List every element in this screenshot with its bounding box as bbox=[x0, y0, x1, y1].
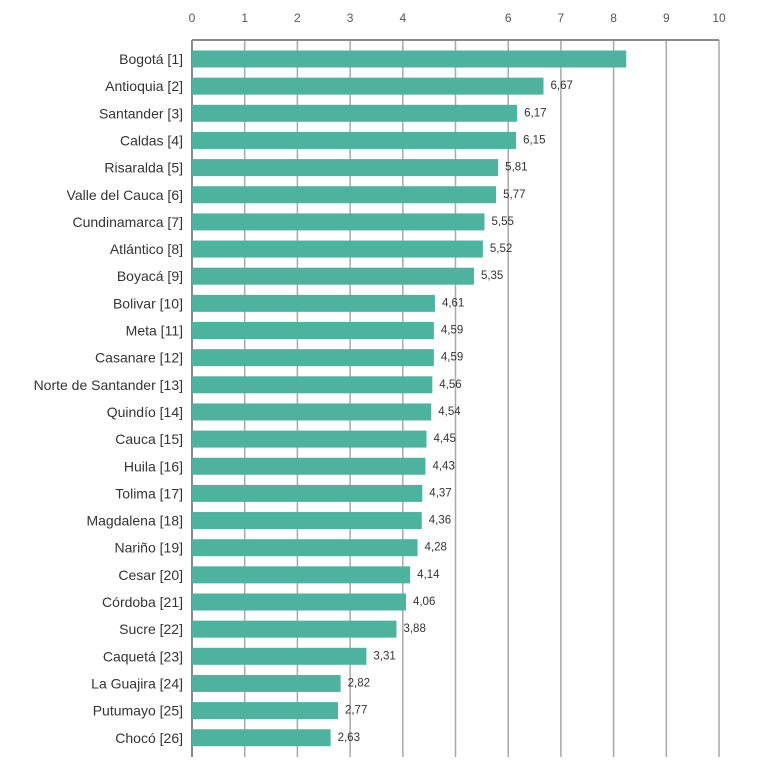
category-label: Córdoba [21] bbox=[102, 594, 183, 610]
x-tick-label: 8 bbox=[610, 11, 617, 25]
x-axis-ticks: 0 1 2 3 4 6 7 8 9 10 bbox=[189, 11, 726, 25]
category-label: Santander [3] bbox=[99, 105, 183, 121]
category-label: Norte de Santander [13] bbox=[34, 377, 183, 393]
data-label: 2,82 bbox=[348, 677, 370, 689]
bar bbox=[192, 674, 341, 692]
category-label: Putumayo [25] bbox=[93, 703, 183, 719]
data-label: 5,52 bbox=[490, 243, 512, 255]
bar bbox=[192, 647, 367, 665]
data-label: 5,35 bbox=[481, 270, 503, 282]
data-label: 4,54 bbox=[438, 406, 461, 418]
data-label: 6,17 bbox=[524, 107, 546, 119]
bar bbox=[192, 267, 474, 285]
category-label: Magdalena [18] bbox=[86, 513, 183, 529]
category-label: Sucre [22] bbox=[119, 621, 183, 637]
value-labels: 6,67 6,17 6,15 5,81 5,77 5,55 5,52 5,35 4,61 4,59… bbox=[338, 80, 573, 744]
category-label: Huila [16] bbox=[124, 458, 183, 474]
data-label: 5,81 bbox=[505, 162, 527, 174]
x-tick-label: 1 bbox=[241, 11, 248, 25]
bar bbox=[192, 593, 406, 611]
x-tick-label: 4 bbox=[399, 11, 406, 25]
data-label: 4,59 bbox=[441, 352, 463, 364]
data-label: 4,59 bbox=[441, 325, 463, 337]
data-label: 4,28 bbox=[425, 542, 447, 554]
category-label: Bogotá [1] bbox=[119, 51, 183, 67]
data-label: 4,45 bbox=[434, 433, 456, 445]
category-label: Risaralda [5] bbox=[104, 160, 183, 176]
bar bbox=[192, 729, 331, 747]
category-label: Boyacá [9] bbox=[117, 268, 183, 284]
bar bbox=[192, 77, 544, 95]
bars bbox=[192, 50, 627, 747]
category-label: Bolivar [10] bbox=[113, 295, 183, 311]
x-tick-label: 10 bbox=[712, 11, 726, 25]
bar bbox=[192, 539, 418, 557]
data-label: 5,77 bbox=[503, 189, 525, 201]
category-label: Cauca [15] bbox=[115, 431, 183, 447]
category-label: Meta [11] bbox=[126, 323, 183, 339]
bar bbox=[192, 131, 517, 149]
data-label: 3,31 bbox=[373, 650, 395, 662]
bar bbox=[192, 322, 434, 339]
data-label: 5,55 bbox=[491, 216, 513, 228]
category-labels: Bogotá [1] Antioquia [2] Santander [3] Cald… bbox=[34, 51, 183, 746]
bar bbox=[192, 566, 411, 584]
bar bbox=[192, 512, 422, 530]
bar bbox=[192, 403, 432, 421]
data-label: 6,15 bbox=[523, 134, 545, 146]
x-tick-label: 6 bbox=[505, 11, 512, 25]
data-label: 4,43 bbox=[432, 460, 454, 472]
x-tick-label: 2 bbox=[294, 11, 301, 25]
category-label: Chocó [26] bbox=[115, 730, 183, 746]
bar bbox=[192, 376, 433, 394]
x-tick-label: 3 bbox=[347, 11, 354, 25]
x-tick-label: 0 bbox=[189, 11, 196, 25]
bar bbox=[192, 349, 434, 367]
category-label: Tolima [17] bbox=[115, 485, 183, 501]
category-label: Caldas [4] bbox=[120, 132, 183, 148]
category-label: Quindío [14] bbox=[107, 404, 183, 420]
data-label: 4,06 bbox=[413, 596, 435, 608]
category-label: Valle del Cauca [6] bbox=[67, 187, 183, 203]
category-label: Caquetá [23] bbox=[103, 648, 183, 664]
category-label: Antioquia [2] bbox=[105, 78, 183, 94]
data-label: 4,14 bbox=[417, 569, 440, 581]
x-tick-label: 7 bbox=[558, 11, 565, 25]
bar bbox=[192, 620, 397, 638]
data-label: 3,88 bbox=[403, 623, 425, 635]
category-label: Cundinamarca [7] bbox=[72, 214, 183, 230]
data-label: 4,36 bbox=[429, 515, 451, 527]
bar bbox=[192, 294, 435, 312]
category-label: Cesar [20] bbox=[118, 567, 183, 583]
bar bbox=[192, 457, 426, 475]
data-label: 4,37 bbox=[429, 487, 451, 499]
category-label: Atlántico [8] bbox=[110, 241, 183, 257]
category-label: Casanare [12] bbox=[95, 350, 183, 366]
bar bbox=[192, 159, 499, 177]
bar bbox=[192, 240, 483, 258]
x-tick-label: 9 bbox=[663, 11, 670, 25]
data-label: 2,77 bbox=[345, 705, 367, 717]
data-label: 6,67 bbox=[551, 80, 573, 92]
bar bbox=[192, 104, 518, 122]
category-label: Nariño [19] bbox=[115, 540, 183, 556]
bar bbox=[192, 430, 427, 448]
data-label: 4,56 bbox=[439, 379, 461, 391]
bar bbox=[192, 213, 485, 231]
data-label: 4,61 bbox=[442, 297, 464, 309]
category-label: La Guajira [24] bbox=[91, 675, 183, 691]
data-label: 2,63 bbox=[338, 732, 360, 744]
bar bbox=[192, 702, 338, 720]
bar bbox=[192, 186, 497, 204]
bar bbox=[192, 484, 423, 502]
bar bbox=[192, 50, 627, 68]
